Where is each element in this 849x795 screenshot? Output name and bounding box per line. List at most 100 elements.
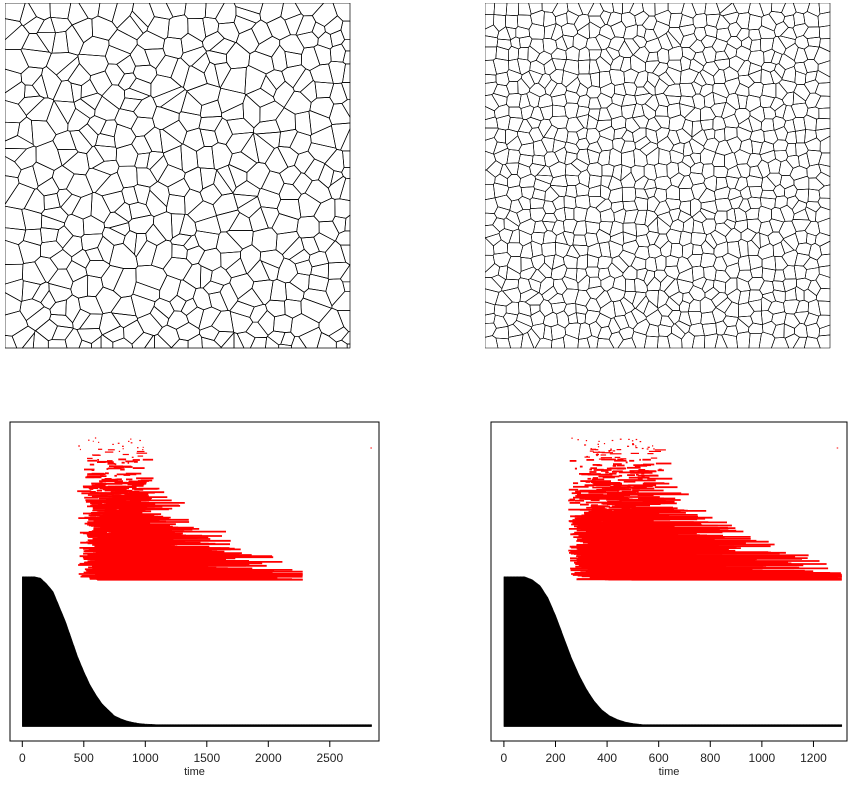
tessellation-cell	[485, 116, 499, 129]
tessellation-cell	[716, 3, 733, 14]
tessellation-cell	[818, 107, 831, 120]
tessellation-cell	[21, 280, 41, 302]
tessellation-cell	[228, 151, 258, 173]
tessellation-cell	[506, 93, 522, 108]
tessellation-cell	[531, 154, 546, 167]
tessellation-cell	[66, 260, 88, 283]
tessellation-cell	[762, 106, 777, 120]
tessellation-cell	[50, 16, 73, 34]
tessellation-cell	[486, 160, 503, 178]
tessellation-cell	[485, 3, 495, 15]
tessellation-cell	[543, 11, 557, 28]
tessellation-cell	[819, 135, 831, 154]
x-axis: 0 200 400 600 800 1000 1200 time	[501, 741, 827, 778]
tessellation-cell	[31, 119, 57, 148]
tessellation-cell	[576, 312, 586, 325]
tessellation-cell	[715, 320, 728, 336]
tessellation-cell	[273, 314, 293, 333]
tessellation-cell	[713, 279, 727, 294]
tessellation-cell	[597, 135, 614, 152]
tessellation-cell	[31, 74, 49, 99]
tessellation-cell	[340, 128, 351, 152]
x-tick-label: 500	[74, 751, 94, 765]
tessellation-cell	[65, 24, 84, 56]
tessellation-cell	[300, 297, 332, 324]
tessellation-cell	[748, 289, 763, 303]
tessellation-cell	[240, 244, 262, 275]
tessellation-cell	[104, 44, 131, 65]
tessellation-cell	[154, 333, 172, 349]
tessellation-cell	[543, 124, 559, 140]
tessellation-cell	[555, 35, 568, 52]
tessellation-cell	[770, 51, 783, 65]
tessellation-cell	[735, 318, 750, 334]
tessellation-cell	[485, 46, 497, 61]
tessellation-cell	[5, 3, 26, 22]
tessellation-cell	[815, 273, 831, 290]
tessellation-cell	[734, 176, 748, 192]
tessellation-cell	[771, 337, 790, 349]
tessellation-cell	[803, 59, 819, 73]
tessellation-cell	[587, 185, 601, 197]
tessellation-cell	[517, 277, 532, 295]
tessellation-cell	[818, 184, 831, 199]
tessellation-cell	[819, 240, 831, 256]
tessellation-cell	[539, 299, 554, 317]
tessellation-cell	[5, 135, 35, 150]
tessellation-cell	[572, 244, 589, 257]
tessellation-cell	[233, 193, 258, 209]
tessellation-cell	[757, 205, 772, 223]
tessellation-cell	[529, 304, 541, 316]
tessellation-cell	[498, 228, 514, 245]
tessellation-cell	[228, 212, 253, 231]
tessellation-cell	[505, 3, 519, 16]
tessellation-cell	[772, 323, 785, 339]
tessellation-cell	[492, 252, 512, 268]
tessellation-cell	[690, 232, 707, 246]
tessellation-cell	[806, 149, 823, 167]
tessellation-cell	[633, 70, 649, 88]
tessellation-cell	[760, 310, 774, 325]
tessellation-cell	[519, 173, 536, 188]
tessellation-cell	[656, 136, 674, 152]
tessellation-cell	[736, 126, 753, 142]
tessellation-cell	[644, 335, 659, 349]
tessellation-cell	[700, 252, 717, 268]
tessellation-cell	[67, 3, 89, 26]
tessellation-cell	[587, 254, 600, 268]
tessellation-cell	[657, 211, 674, 228]
tessellation-cell	[149, 181, 170, 208]
tessellation-cell	[543, 151, 560, 168]
tessellation-cell	[575, 182, 590, 197]
tessellation-cell	[643, 28, 658, 43]
tessellation-cell	[657, 33, 674, 51]
tessellation-cell	[45, 52, 79, 76]
tessellation-cell	[308, 110, 333, 135]
tessellation-cell	[332, 3, 351, 22]
tessellation-cell	[41, 66, 62, 101]
tessellation-cell	[774, 195, 788, 209]
tessellation-cell	[541, 137, 555, 153]
tessellation-cell	[543, 23, 557, 40]
tessellation-cell	[713, 58, 730, 71]
tessellation-cell	[114, 108, 138, 130]
tessellation-cell	[32, 330, 49, 349]
tessellation-cell	[171, 243, 188, 260]
tessellation-cell	[622, 265, 638, 280]
tessellation-cell	[750, 266, 763, 278]
tessellation-cell	[517, 58, 531, 76]
tessellation-cell	[723, 66, 740, 82]
tessellation-cell	[605, 46, 620, 61]
tessellation-cell	[313, 232, 336, 253]
tessellation-cell	[691, 3, 707, 15]
tessellation-cell	[290, 313, 320, 338]
tessellation-cell	[700, 35, 717, 48]
tessellation-cell	[818, 324, 831, 337]
tessellation-cell	[294, 150, 315, 174]
x-tick-label: 2500	[316, 751, 343, 765]
tessellation-cell	[49, 314, 74, 329]
tessellation-cell	[578, 3, 595, 16]
tessellation-cell	[55, 225, 74, 249]
tessellation-cell	[541, 285, 558, 302]
tessellation-cell	[804, 137, 821, 152]
